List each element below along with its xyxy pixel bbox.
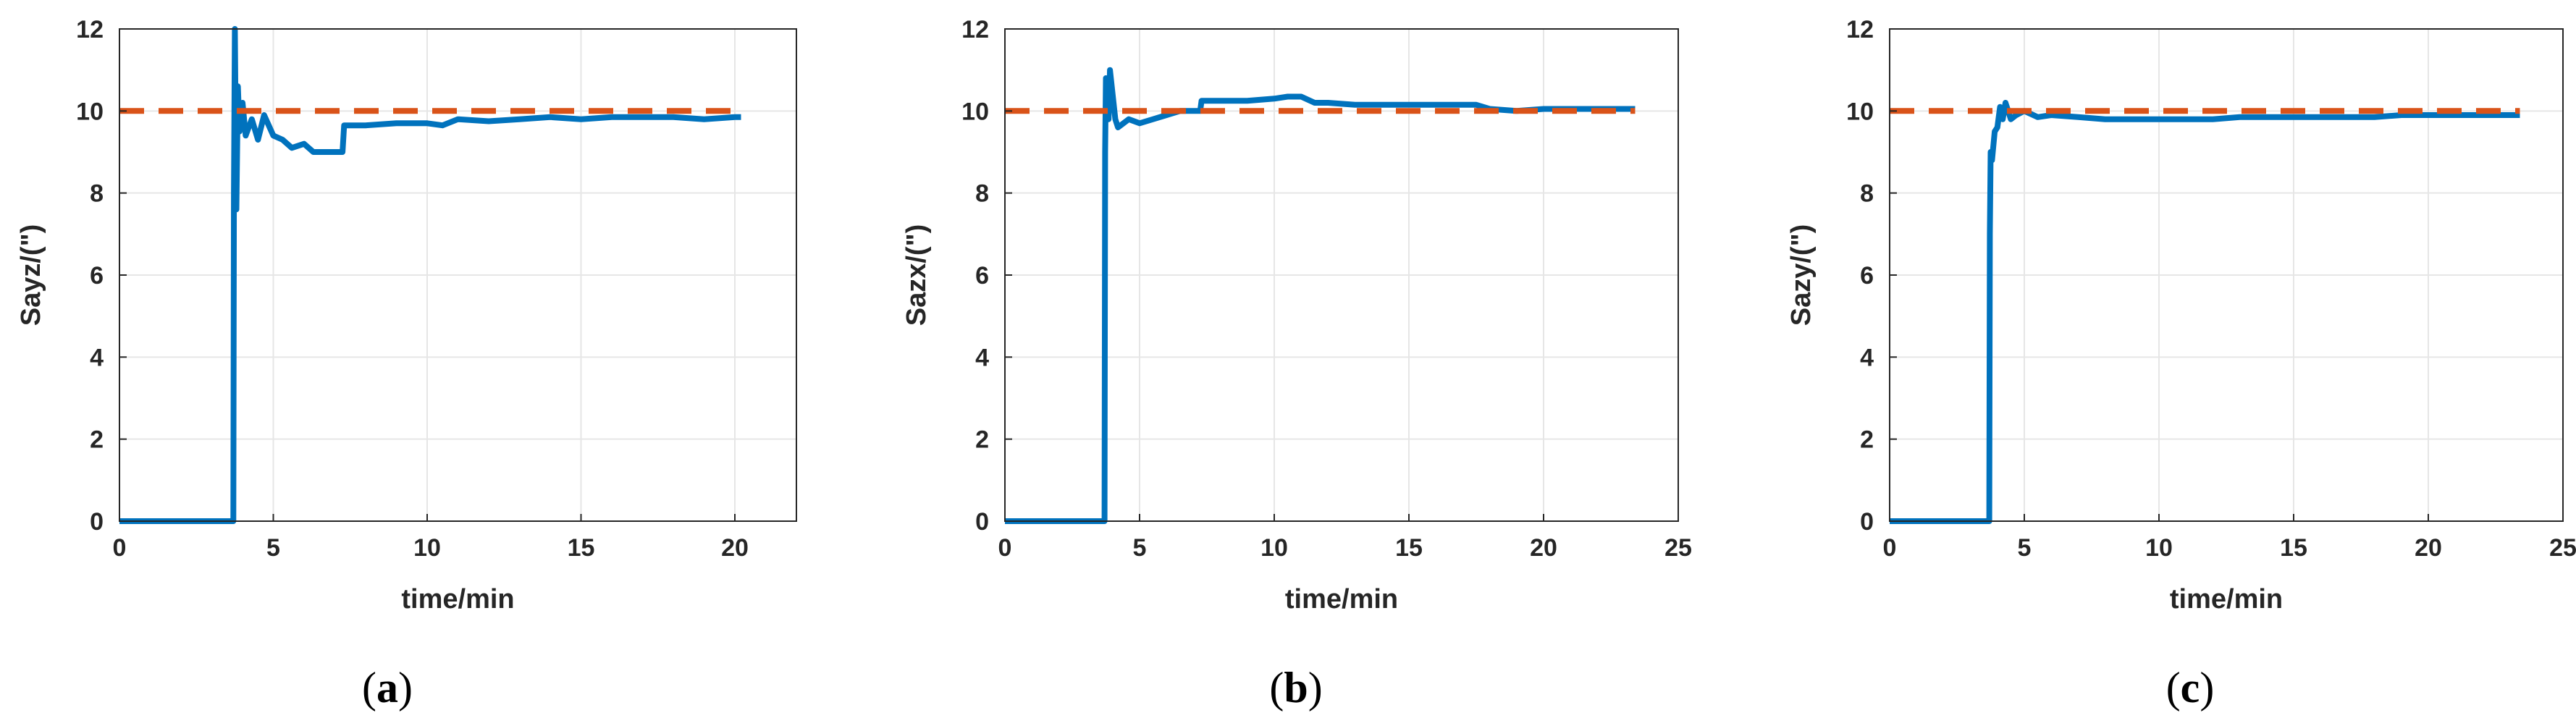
x-tick-label: 15 bbox=[2280, 534, 2307, 562]
y-tick-label: 4 bbox=[90, 344, 104, 371]
y-tick-label: 0 bbox=[90, 508, 104, 536]
y-tick-label: 0 bbox=[1860, 508, 1874, 536]
y-tick-label: 8 bbox=[90, 180, 104, 208]
x-tick-label: 0 bbox=[113, 534, 127, 562]
x-tick-label: 25 bbox=[1664, 534, 1692, 562]
y-tick-label: 10 bbox=[1846, 98, 1874, 125]
panel-caption: (c) bbox=[2166, 664, 2215, 712]
data-series-line bbox=[1890, 100, 2520, 524]
y-tick-label: 2 bbox=[1860, 426, 1874, 454]
x-tick-label: 10 bbox=[1260, 534, 1288, 562]
x-tick-label: 10 bbox=[413, 534, 441, 562]
x-tick-label: 0 bbox=[1883, 534, 1897, 562]
x-axis-label: time/min bbox=[1285, 584, 1398, 615]
y-tick-label: 12 bbox=[76, 16, 104, 43]
x-tick-label: 20 bbox=[721, 534, 749, 562]
y-tick-label: 12 bbox=[961, 16, 989, 43]
y-tick-label: 8 bbox=[975, 180, 989, 208]
y-tick-label: 6 bbox=[975, 262, 989, 290]
y-tick-label: 12 bbox=[1846, 16, 1874, 43]
x-tick-label: 15 bbox=[1395, 534, 1423, 562]
x-tick-label: 15 bbox=[568, 534, 595, 562]
y-axis-label: Sazx/(") bbox=[901, 224, 932, 326]
x-tick-label: 25 bbox=[2549, 534, 2576, 562]
x-axis-label: time/min bbox=[401, 584, 514, 615]
x-tick-label: 5 bbox=[266, 534, 280, 562]
panel-caption: (b) bbox=[1269, 664, 1322, 712]
data-series-line bbox=[119, 26, 741, 524]
y-tick-label: 8 bbox=[1860, 180, 1874, 208]
y-tick-label: 6 bbox=[1860, 262, 1874, 290]
y-tick-label: 2 bbox=[90, 426, 104, 454]
chart-panel-2: 0 5 10 15 20 25 0 2 4 6 8 10 12 time/min Sazy/(") (c) bbox=[1786, 16, 2576, 712]
y-tick-label: 4 bbox=[1860, 344, 1874, 371]
x-tick-label: 5 bbox=[2018, 534, 2032, 562]
y-tick-label: 6 bbox=[90, 262, 104, 290]
y-tick-label: 2 bbox=[975, 426, 989, 454]
y-tick-label: 10 bbox=[961, 98, 989, 125]
y-axis-label: Sayz/(") bbox=[16, 224, 46, 326]
chart-panel-0: 0 5 10 15 20 0 2 4 6 8 10 12 time/min Sayz/(") (a) bbox=[16, 16, 797, 712]
chart-panel-1: 0 5 10 15 20 25 0 2 4 6 8 10 12 time/min Sazx/(") (b) bbox=[901, 16, 1692, 712]
x-tick-label: 0 bbox=[998, 534, 1012, 562]
x-axis-label: time/min bbox=[2170, 584, 2283, 615]
panel-caption: (a) bbox=[362, 664, 413, 712]
x-tick-label: 20 bbox=[1530, 534, 1557, 562]
x-tick-label: 10 bbox=[2145, 534, 2173, 562]
y-tick-label: 0 bbox=[975, 508, 989, 536]
x-tick-label: 5 bbox=[1133, 534, 1147, 562]
x-tick-label: 20 bbox=[2415, 534, 2442, 562]
y-axis-label: Sazy/(") bbox=[1786, 224, 1817, 326]
y-tick-label: 4 bbox=[975, 344, 989, 371]
y-tick-label: 10 bbox=[76, 98, 104, 125]
